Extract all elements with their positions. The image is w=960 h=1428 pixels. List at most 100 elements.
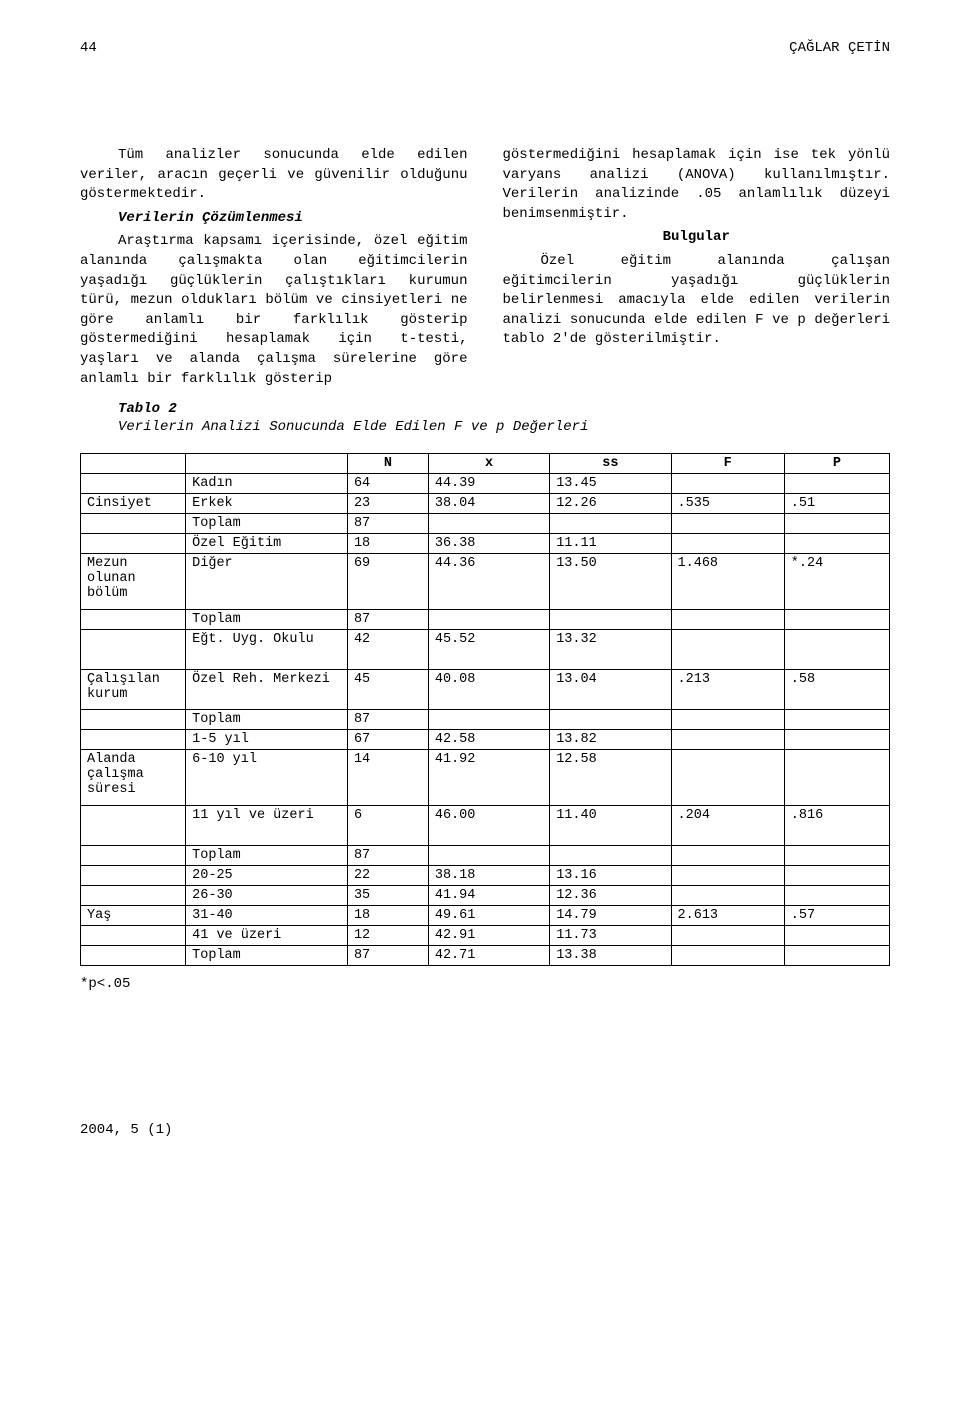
cell-P: .816 [784,806,889,846]
cell-group: Alanda çalışma süresi [81,750,186,806]
cell-N: 45 [347,670,428,710]
th-n: N [347,454,428,474]
table-row: CinsiyetErkek2338.0412.26.535.51 [81,494,890,514]
cell-cat: Kadın [186,474,348,494]
cell-P: .57 [784,906,889,926]
table-row: 1-5 yıl6742.5813.82 [81,730,890,750]
left-p1: Tüm analizler sonucunda elde edilen veri… [80,146,468,205]
cell-F [671,926,784,946]
cell-P: .51 [784,494,889,514]
cell-group [81,926,186,946]
cell-cat: Diğer [186,554,348,610]
cell-N: 69 [347,554,428,610]
cell-P [784,630,889,670]
cell-ss: 13.45 [550,474,671,494]
cell-F [671,946,784,966]
cell-ss: 11.11 [550,534,671,554]
cell-F: .535 [671,494,784,514]
table-row: Toplam87 [81,610,890,630]
cell-ss [550,514,671,534]
table-row: Çalışılan kurumÖzel Reh. Merkezi4540.081… [81,670,890,710]
cell-P: .58 [784,670,889,710]
cell-group: Çalışılan kurum [81,670,186,710]
right-column: göstermediğini hesaplamak için ise tek y… [503,146,891,393]
footnote: *p<.05 [80,976,890,992]
cell-cat: Toplam [186,610,348,630]
cell-group [81,886,186,906]
table-row: Mezun olunan bölümDiğer6944.3613.501.468… [81,554,890,610]
cell-ss: 14.79 [550,906,671,926]
cell-cat: 20-25 [186,866,348,886]
cell-ss [550,710,671,730]
cell-x: 41.94 [428,886,549,906]
cell-F: 2.613 [671,906,784,926]
table-row: 20-252238.1813.16 [81,866,890,886]
cell-F [671,846,784,866]
cell-group [81,710,186,730]
cell-P [784,534,889,554]
cell-F [671,750,784,806]
cell-N: 67 [347,730,428,750]
cell-group [81,534,186,554]
cell-group: Mezun olunan bölüm [81,554,186,610]
cell-ss: 13.38 [550,946,671,966]
cell-P [784,846,889,866]
cell-N: 35 [347,886,428,906]
section-title: Verilerin Çözümlenmesi [80,209,468,229]
cell-x [428,610,549,630]
cell-ss: 13.82 [550,730,671,750]
page-number: 44 [80,40,97,56]
th-ss: ss [550,454,671,474]
cell-group [81,610,186,630]
cell-cat: 11 yıl ve üzeri [186,806,348,846]
cell-group [81,846,186,866]
table-caption: Verilerin Analizi Sonucunda Elde Edilen … [80,419,890,435]
table-row: Toplam87 [81,514,890,534]
cell-ss: 13.04 [550,670,671,710]
body-columns: Tüm analizler sonucunda elde edilen veri… [80,146,890,393]
table-label: Tablo 2 [80,401,890,417]
cell-x: 36.38 [428,534,549,554]
cell-group [81,730,186,750]
cell-N: 87 [347,946,428,966]
cell-N: 87 [347,846,428,866]
table-header-row: N x ss F P [81,454,890,474]
cell-P [784,610,889,630]
cell-F [671,730,784,750]
cell-x: 38.04 [428,494,549,514]
cell-group [81,474,186,494]
cell-P [784,926,889,946]
cell-cat: Toplam [186,514,348,534]
cell-F: 1.468 [671,554,784,610]
th-x: x [428,454,549,474]
cell-P [784,750,889,806]
cell-N: 42 [347,630,428,670]
cell-cat: Toplam [186,946,348,966]
left-column: Tüm analizler sonucunda elde edilen veri… [80,146,468,393]
cell-cat: Eğt. Uyg. Okulu [186,630,348,670]
cell-P [784,514,889,534]
cell-N: 87 [347,610,428,630]
cell-ss: 13.32 [550,630,671,670]
cell-ss: 13.16 [550,866,671,886]
cell-group [81,630,186,670]
cell-cat: 26-30 [186,886,348,906]
cell-F [671,610,784,630]
table-row: Yaş31-401849.6114.792.613.57 [81,906,890,926]
cell-x: 40.08 [428,670,549,710]
cell-P [784,474,889,494]
cell-cat: Erkek [186,494,348,514]
cell-ss [550,846,671,866]
cell-P [784,886,889,906]
cell-F [671,514,784,534]
cell-x: 38.18 [428,866,549,886]
cell-N: 12 [347,926,428,946]
th-group [81,454,186,474]
cell-F [671,886,784,906]
cell-F: .204 [671,806,784,846]
cell-x [428,710,549,730]
cell-F [671,866,784,886]
table-row: Eğt. Uyg. Okulu4245.5213.32 [81,630,890,670]
table-row: Toplam87 [81,710,890,730]
cell-cat: 41 ve üzeri [186,926,348,946]
